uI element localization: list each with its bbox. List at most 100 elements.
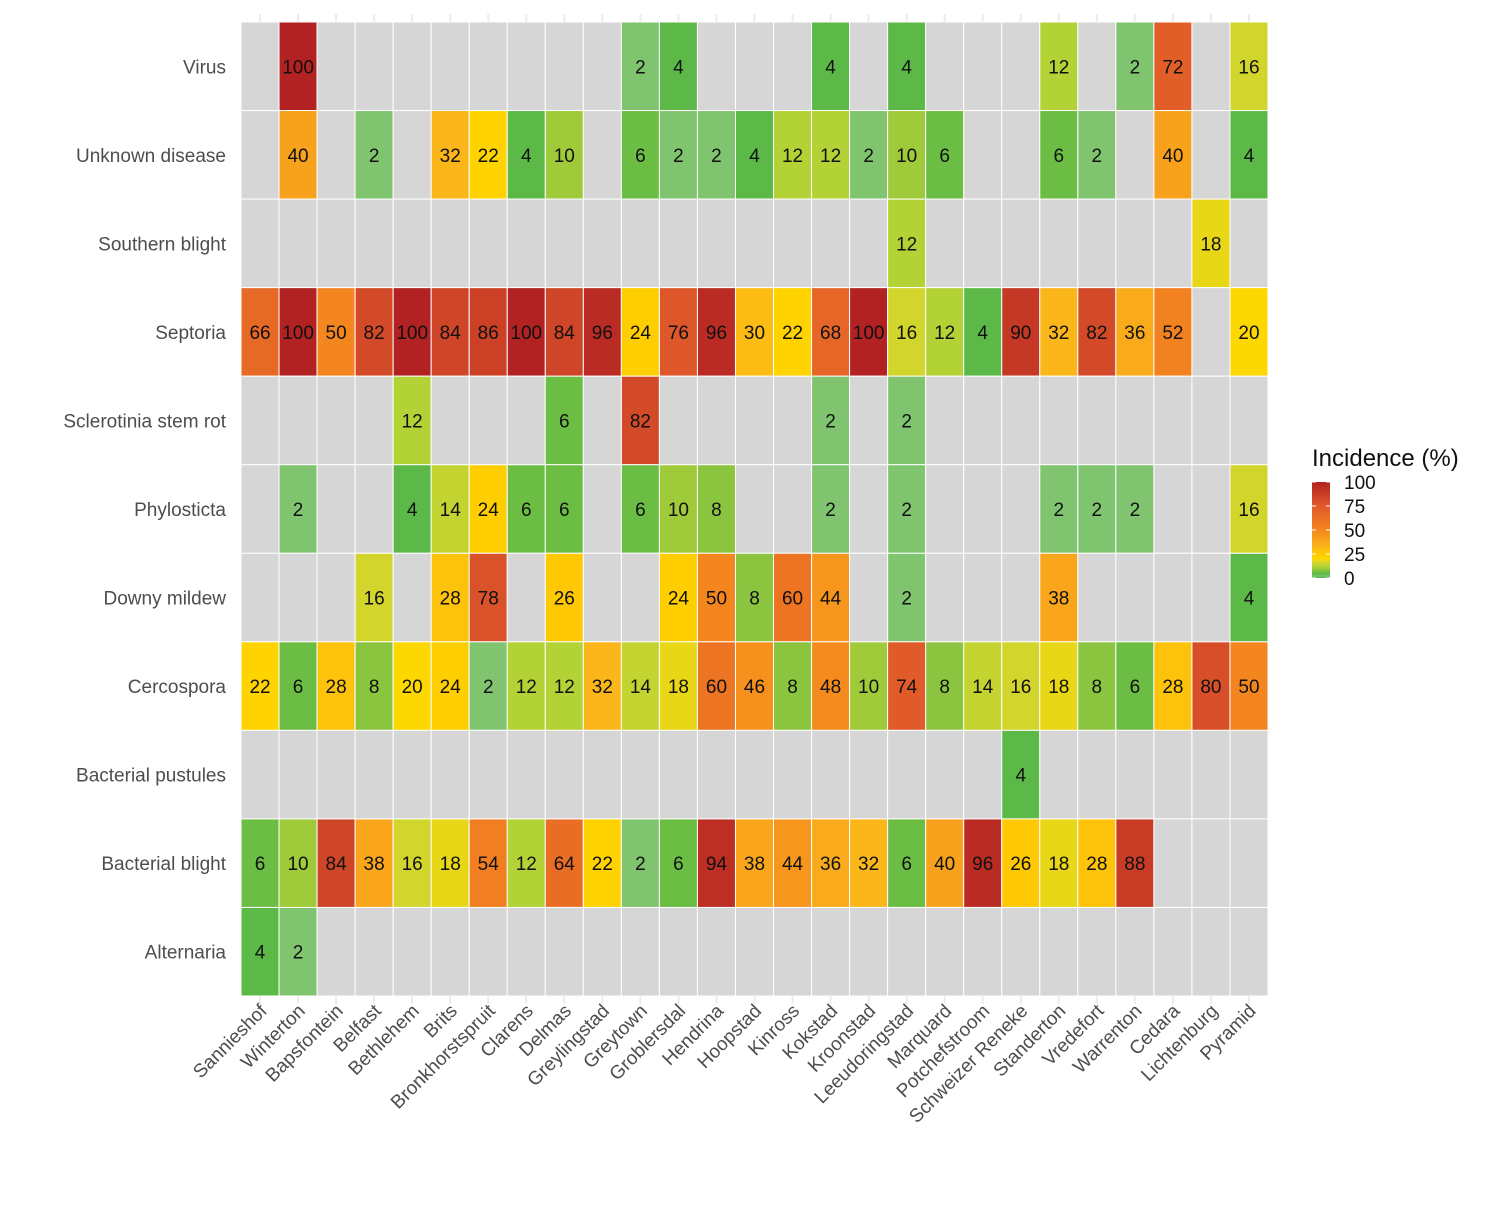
heatmap-cell [925, 906, 965, 997]
heatmap-cell [773, 906, 813, 997]
cell-label: 2 [1092, 146, 1103, 167]
heatmap-cell [354, 641, 394, 731]
heatmap-cell [887, 110, 927, 200]
heatmap-cell [696, 110, 736, 200]
heatmap-cell [696, 198, 736, 289]
cell-label: 2 [483, 677, 494, 698]
heatmap-cell [1039, 552, 1079, 643]
heatmap-cell [240, 641, 280, 731]
heatmap-cell [1153, 198, 1193, 289]
heatmap-cell [658, 287, 698, 377]
cell-label: 84 [440, 323, 462, 344]
heatmap-cell [849, 464, 889, 554]
heatmap-cell [1001, 552, 1041, 643]
heatmap-cell [240, 906, 280, 997]
y-tick-label: Virus [183, 57, 226, 78]
heatmap-cell [963, 287, 1003, 377]
heatmap-cell [354, 375, 394, 466]
heatmap-cell [278, 287, 318, 377]
cell-label: 6 [635, 500, 646, 521]
heatmap-cell [887, 21, 927, 112]
heatmap-cell [620, 198, 660, 289]
cell-label: 24 [478, 500, 500, 521]
cell-label: 20 [402, 677, 423, 698]
cell-label: 46 [744, 677, 765, 698]
cell-label: 12 [1048, 57, 1069, 78]
heatmap-cell [430, 641, 470, 731]
heatmap-cell [582, 906, 622, 997]
cell-label: 74 [896, 677, 918, 698]
cell-label: 28 [1162, 677, 1183, 698]
heatmap-cell [1191, 906, 1231, 997]
cell-label: 4 [901, 57, 912, 78]
heatmap-cell [278, 552, 318, 643]
heatmap-cell [1077, 287, 1117, 377]
heatmap-cell [506, 729, 546, 820]
heatmap-cell [1229, 552, 1269, 643]
cell-label: 24 [630, 323, 652, 344]
cell-label: 40 [934, 854, 955, 875]
heatmap-cell [544, 464, 584, 554]
cell-label: 12 [896, 234, 917, 255]
heatmap-cell [887, 375, 927, 466]
heatmap-cell [696, 818, 736, 908]
legend-tick-label: 25 [1344, 545, 1365, 566]
heatmap-cell [1001, 21, 1041, 112]
heatmap-cell [963, 110, 1003, 200]
heatmap-cell [240, 729, 280, 820]
cell-label: 4 [407, 500, 418, 521]
heatmap-cell [240, 287, 280, 377]
heatmap-cell [696, 375, 736, 466]
heatmap-cell [734, 552, 775, 643]
heatmap-cell [734, 375, 775, 466]
cell-label: 40 [1162, 146, 1183, 167]
heatmap-cell [773, 21, 813, 112]
heatmap-cell [963, 21, 1003, 112]
cell-label: 6 [673, 854, 684, 875]
heatmap-cell [1077, 906, 1117, 997]
y-tick-label: Unknown disease [76, 146, 226, 167]
heatmap-cell [278, 818, 318, 908]
heatmap-cell [468, 464, 508, 554]
cell-label: 6 [293, 677, 304, 698]
heatmap-cell [468, 375, 508, 466]
heatmap-cell [849, 287, 889, 377]
heatmap-cell [887, 818, 927, 908]
heatmap-cell [354, 198, 394, 289]
heatmap-cell [354, 21, 394, 112]
heatmap-cell [925, 21, 965, 112]
cell-label: 38 [1048, 589, 1069, 610]
heatmap-cell [1001, 110, 1041, 200]
cell-label: 10 [287, 854, 308, 875]
cell-label: 24 [440, 677, 462, 698]
heatmap-cell [544, 21, 584, 112]
heatmap-cell [1191, 198, 1231, 289]
heatmap-cell [849, 729, 889, 820]
cell-label: 88 [1124, 854, 1145, 875]
heatmap-cell [963, 552, 1003, 643]
heatmap-cell [811, 110, 851, 200]
cell-label: 22 [782, 323, 803, 344]
cell-label: 18 [1048, 854, 1069, 875]
cell-label: 100 [282, 57, 314, 78]
heatmap-cell [506, 906, 546, 997]
cell-label: 14 [972, 677, 994, 698]
cell-label: 4 [825, 57, 836, 78]
heatmap-cell [1039, 198, 1079, 289]
heatmap-cell [544, 729, 584, 820]
heatmap-cell [506, 21, 546, 112]
heatmap-cell [506, 552, 546, 643]
cell-label: 12 [820, 146, 841, 167]
cell-label: 36 [1124, 323, 1145, 344]
cell-label: 54 [478, 854, 500, 875]
cell-label: 100 [510, 323, 542, 344]
heatmap-cell [1039, 906, 1079, 997]
heatmap-cell [392, 198, 432, 289]
cell-label: 86 [478, 323, 499, 344]
heatmap-cell [392, 641, 432, 731]
cell-label: 2 [711, 146, 722, 167]
heatmap-cell [1153, 110, 1193, 200]
heatmap-cell [582, 21, 622, 112]
heatmap-cell [392, 729, 432, 820]
